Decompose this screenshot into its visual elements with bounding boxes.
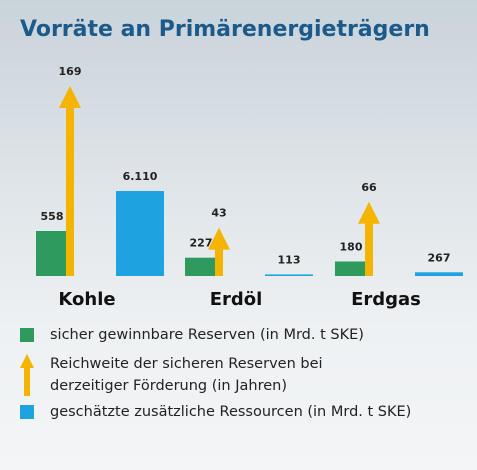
arrow (208, 227, 230, 276)
legend-arrow (20, 354, 34, 396)
category-label: Erdöl (210, 289, 263, 310)
arrow (358, 201, 380, 276)
legend-label: geschätzte zusätzliche Ressourcen (in Mr… (50, 404, 412, 420)
bar (116, 191, 164, 276)
bar (265, 274, 313, 276)
category-label: Erdgas (351, 289, 421, 310)
legend-label: sicher gewinnbare Reserven (in Mrd. t SK… (50, 327, 364, 343)
bar (335, 261, 367, 276)
category-label: Kohle (58, 289, 115, 310)
value-label: 180 (340, 240, 363, 253)
legend-label: Reichweite der sicheren Reserven bei der… (50, 356, 323, 394)
bar (36, 231, 68, 276)
value-label: 558 (41, 210, 64, 223)
value-label: 66 (361, 181, 377, 194)
legend-swatch (20, 328, 34, 342)
chart-title: Vorräte an Primärenergieträgern (20, 17, 430, 42)
bar (185, 257, 217, 276)
value-label: 227 (190, 237, 213, 250)
arrow (59, 86, 81, 276)
bar (415, 272, 463, 276)
value-label: 43 (211, 207, 226, 220)
value-label: 169 (59, 65, 82, 78)
value-label: 113 (278, 253, 301, 266)
legend-swatch (20, 405, 34, 419)
value-label: 267 (428, 251, 451, 264)
value-label: 6.110 (123, 170, 158, 183)
